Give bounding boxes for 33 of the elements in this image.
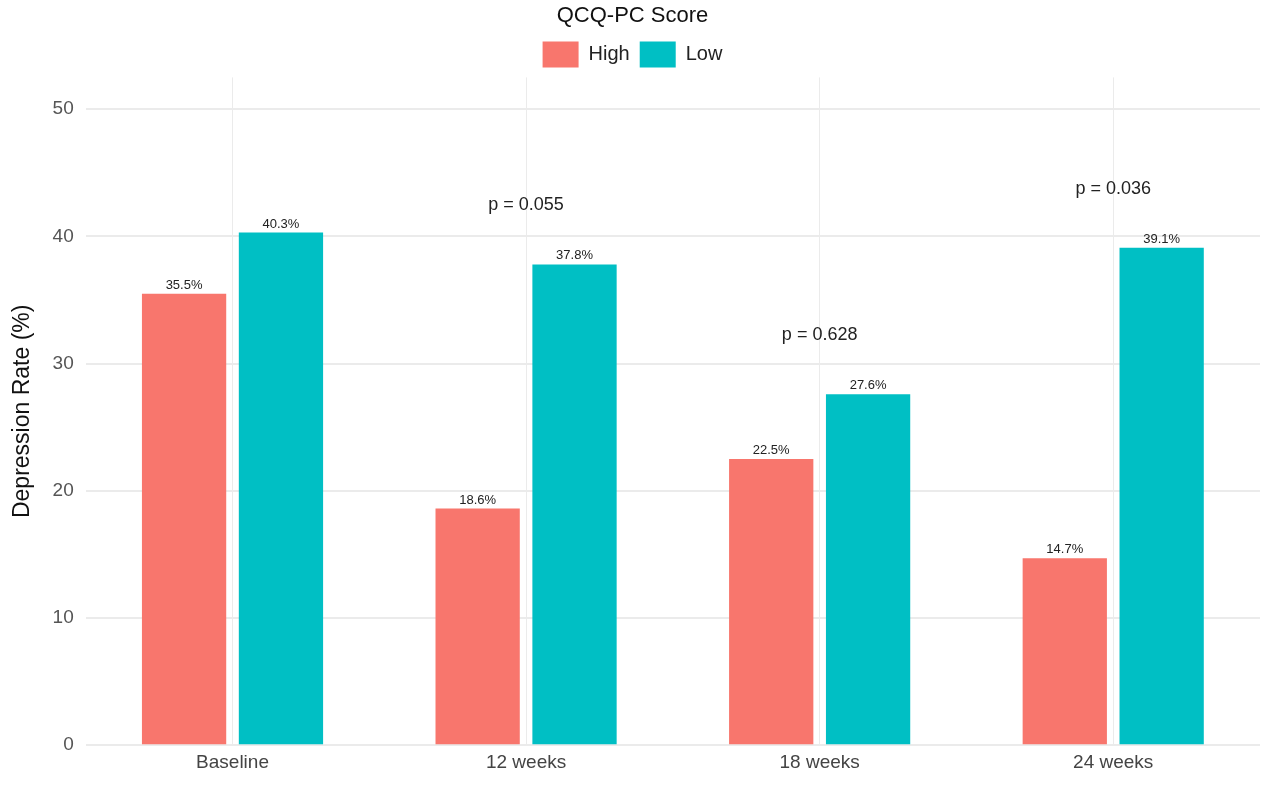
data-label: 37.8%: [556, 247, 594, 263]
x-tick-label: 24 weeks: [1073, 750, 1154, 772]
bar: [1022, 558, 1107, 745]
y-tick-label: 20: [52, 479, 74, 501]
data-label: 18.6%: [459, 491, 497, 507]
annotation: p = 0.036: [1075, 177, 1152, 198]
legend-title: QCQ-PC Score: [556, 2, 709, 28]
y-tick-label: 0: [63, 733, 74, 755]
bar: [729, 459, 814, 745]
y-tick-label: 50: [52, 97, 74, 119]
data-label: 27.6%: [849, 377, 887, 393]
bar: [1119, 247, 1204, 745]
annotation: p = 0.055: [488, 194, 564, 215]
bar: [825, 394, 911, 745]
x-tick-label: 18 weeks: [779, 750, 860, 772]
data-label: 14.7%: [1046, 541, 1084, 557]
legend-label: Low: [685, 41, 723, 64]
data-label: 40.3%: [262, 215, 300, 231]
bar: [532, 264, 617, 745]
legend-label: High: [588, 41, 630, 64]
y-tick-label: 10: [52, 606, 74, 628]
data-label: 22.5%: [752, 442, 791, 458]
annotation: p = 0.628: [781, 324, 858, 345]
bar: [141, 293, 227, 745]
data-label: 39.1%: [1143, 230, 1181, 246]
data-label: 35.5%: [165, 276, 203, 292]
y-tick-label: 40: [52, 224, 74, 246]
y-tick-label: 30: [52, 351, 74, 373]
x-tick-label: 12 weeks: [485, 750, 567, 772]
bar: [238, 232, 324, 745]
y-axis-title: Depression Rate (%): [8, 304, 35, 519]
bar: [435, 508, 520, 745]
x-tick-label: Baseline: [196, 750, 269, 772]
